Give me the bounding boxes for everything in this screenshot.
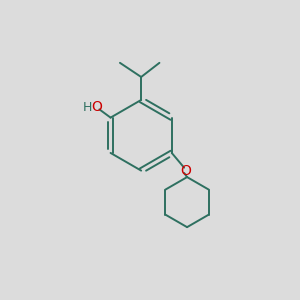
Text: H: H <box>82 101 92 114</box>
Text: O: O <box>180 164 191 178</box>
Text: O: O <box>92 100 103 114</box>
